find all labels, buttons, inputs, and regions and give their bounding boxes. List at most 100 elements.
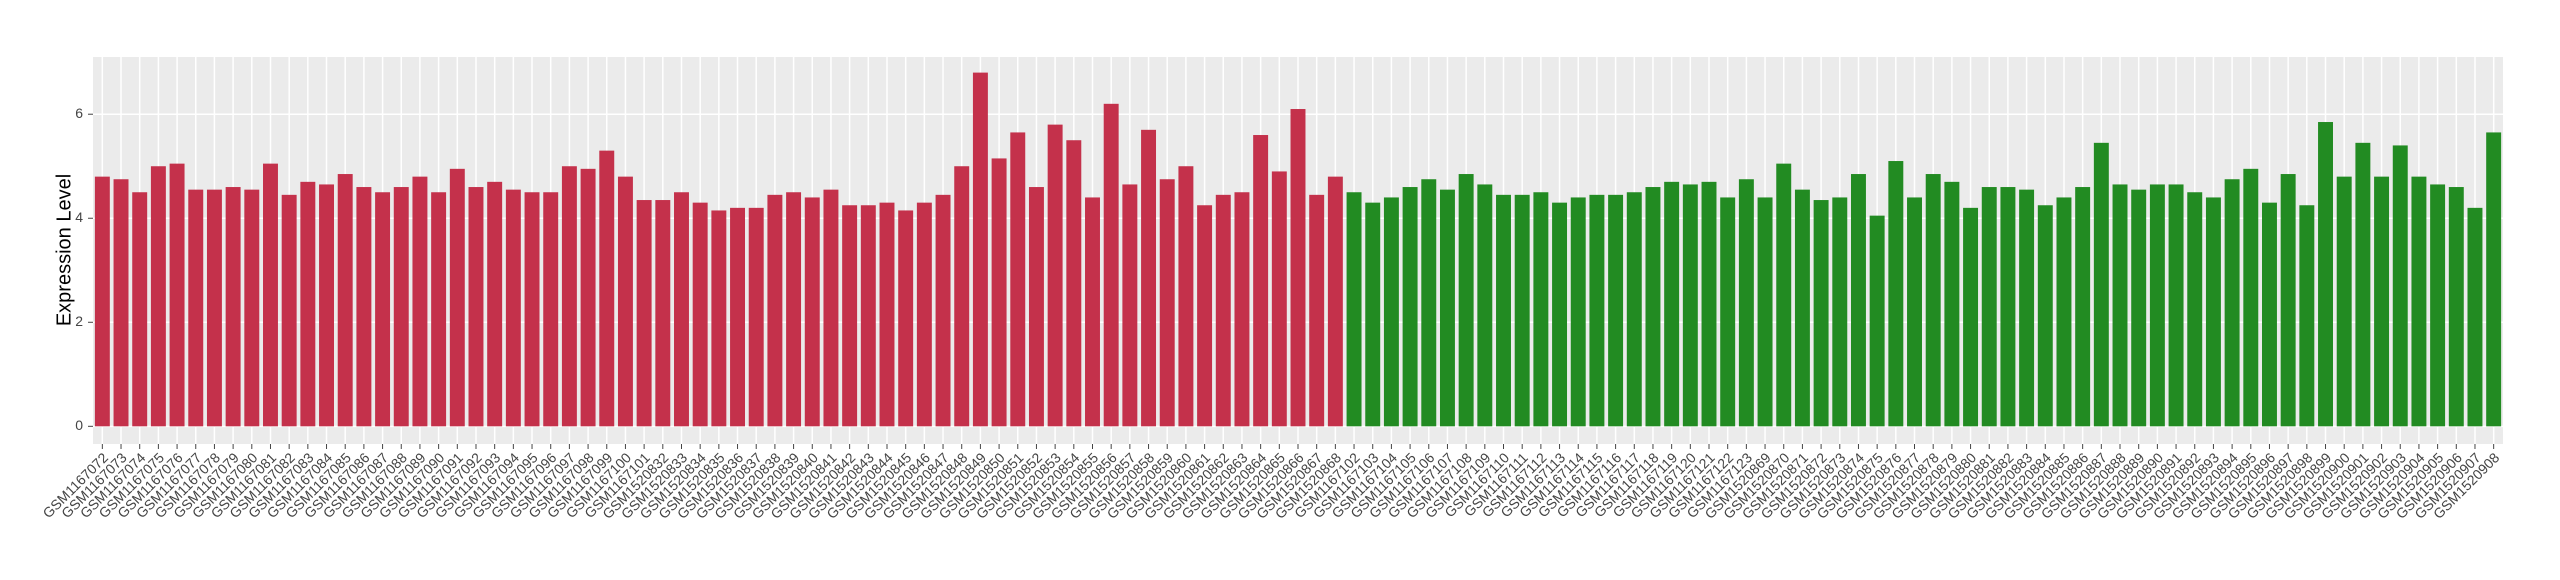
bar <box>935 194 951 427</box>
bar <box>300 181 316 427</box>
bar <box>1327 176 1343 427</box>
bar <box>2112 184 2128 427</box>
bar <box>169 163 185 427</box>
bar <box>1832 197 1848 427</box>
bar <box>1197 205 1213 427</box>
bar <box>2336 176 2352 427</box>
bar <box>449 168 465 427</box>
bar <box>860 205 876 427</box>
bar <box>823 189 839 427</box>
bar <box>2168 184 2184 427</box>
bar <box>1346 192 1362 427</box>
bar <box>1122 184 1138 427</box>
bar <box>1720 197 1736 427</box>
bar <box>1645 187 1661 427</box>
bar <box>2000 187 2016 427</box>
bar <box>505 189 521 427</box>
bar <box>1178 166 1194 427</box>
bar <box>2467 207 2483 427</box>
bar <box>2486 132 2502 427</box>
bar <box>1047 124 1063 427</box>
bar <box>1757 197 1773 427</box>
bar <box>767 194 783 427</box>
bar <box>1738 179 1754 427</box>
bar <box>1421 179 1437 427</box>
bar <box>916 202 932 427</box>
bar <box>132 192 148 427</box>
bar <box>1215 194 1231 427</box>
bar <box>1383 197 1399 427</box>
bar <box>636 200 652 427</box>
bar <box>1626 192 1642 427</box>
bar <box>730 207 746 427</box>
bar <box>2075 187 2091 427</box>
bar <box>2149 184 2165 427</box>
bar <box>1907 197 1922 427</box>
bar <box>206 189 222 427</box>
bar <box>972 72 988 427</box>
bar <box>1981 187 1997 427</box>
bar <box>580 168 596 427</box>
bar <box>655 200 671 427</box>
bar <box>1570 197 1586 427</box>
bar <box>1253 135 1269 427</box>
bar <box>2392 145 2408 427</box>
bar <box>375 192 391 427</box>
bar <box>1402 187 1418 427</box>
bar <box>786 192 802 427</box>
bar <box>711 210 727 427</box>
bar <box>2262 202 2277 427</box>
bar <box>2187 192 2203 427</box>
bar <box>2355 142 2371 427</box>
y-axis-label: Expression Level <box>53 174 75 326</box>
bar <box>113 179 129 427</box>
bar <box>1028 187 1044 427</box>
bar <box>225 187 241 427</box>
bar <box>1477 184 1493 427</box>
bar <box>617 176 633 427</box>
bar <box>1701 181 1717 427</box>
bar <box>263 163 278 427</box>
bar <box>2037 205 2053 427</box>
bar <box>1085 197 1100 427</box>
bar <box>1290 109 1306 427</box>
bar <box>2411 176 2427 427</box>
bar <box>2205 197 2221 427</box>
bar <box>412 176 428 427</box>
bar <box>1439 189 1455 427</box>
bar <box>898 210 914 427</box>
bar <box>2299 205 2315 427</box>
bar <box>468 187 484 427</box>
bar <box>337 174 353 427</box>
bar <box>2131 189 2147 427</box>
bar <box>1608 194 1624 427</box>
bar <box>748 207 764 427</box>
bar <box>150 166 166 427</box>
bar <box>1925 174 1941 427</box>
bar <box>1458 174 1474 427</box>
bar <box>1159 179 1175 427</box>
bar <box>674 192 689 427</box>
bar <box>2093 142 2109 427</box>
bar <box>1066 140 1082 427</box>
bar <box>1533 192 1549 427</box>
bar <box>1682 184 1698 427</box>
bar <box>2056 197 2072 427</box>
bar <box>991 158 1007 427</box>
bar <box>1309 194 1325 427</box>
bar <box>2318 122 2333 427</box>
bar <box>1552 202 1568 427</box>
bar <box>1869 215 1885 427</box>
bar <box>244 189 260 427</box>
bar <box>1496 194 1511 427</box>
y-tick-label: 6 <box>75 105 83 121</box>
bar <box>599 150 615 427</box>
bar <box>1271 171 1287 427</box>
bar <box>1776 163 1792 427</box>
y-tick-label: 2 <box>75 313 83 329</box>
bar <box>319 184 334 427</box>
bar <box>879 202 895 427</box>
bar <box>1944 181 1960 427</box>
bar <box>188 189 204 427</box>
